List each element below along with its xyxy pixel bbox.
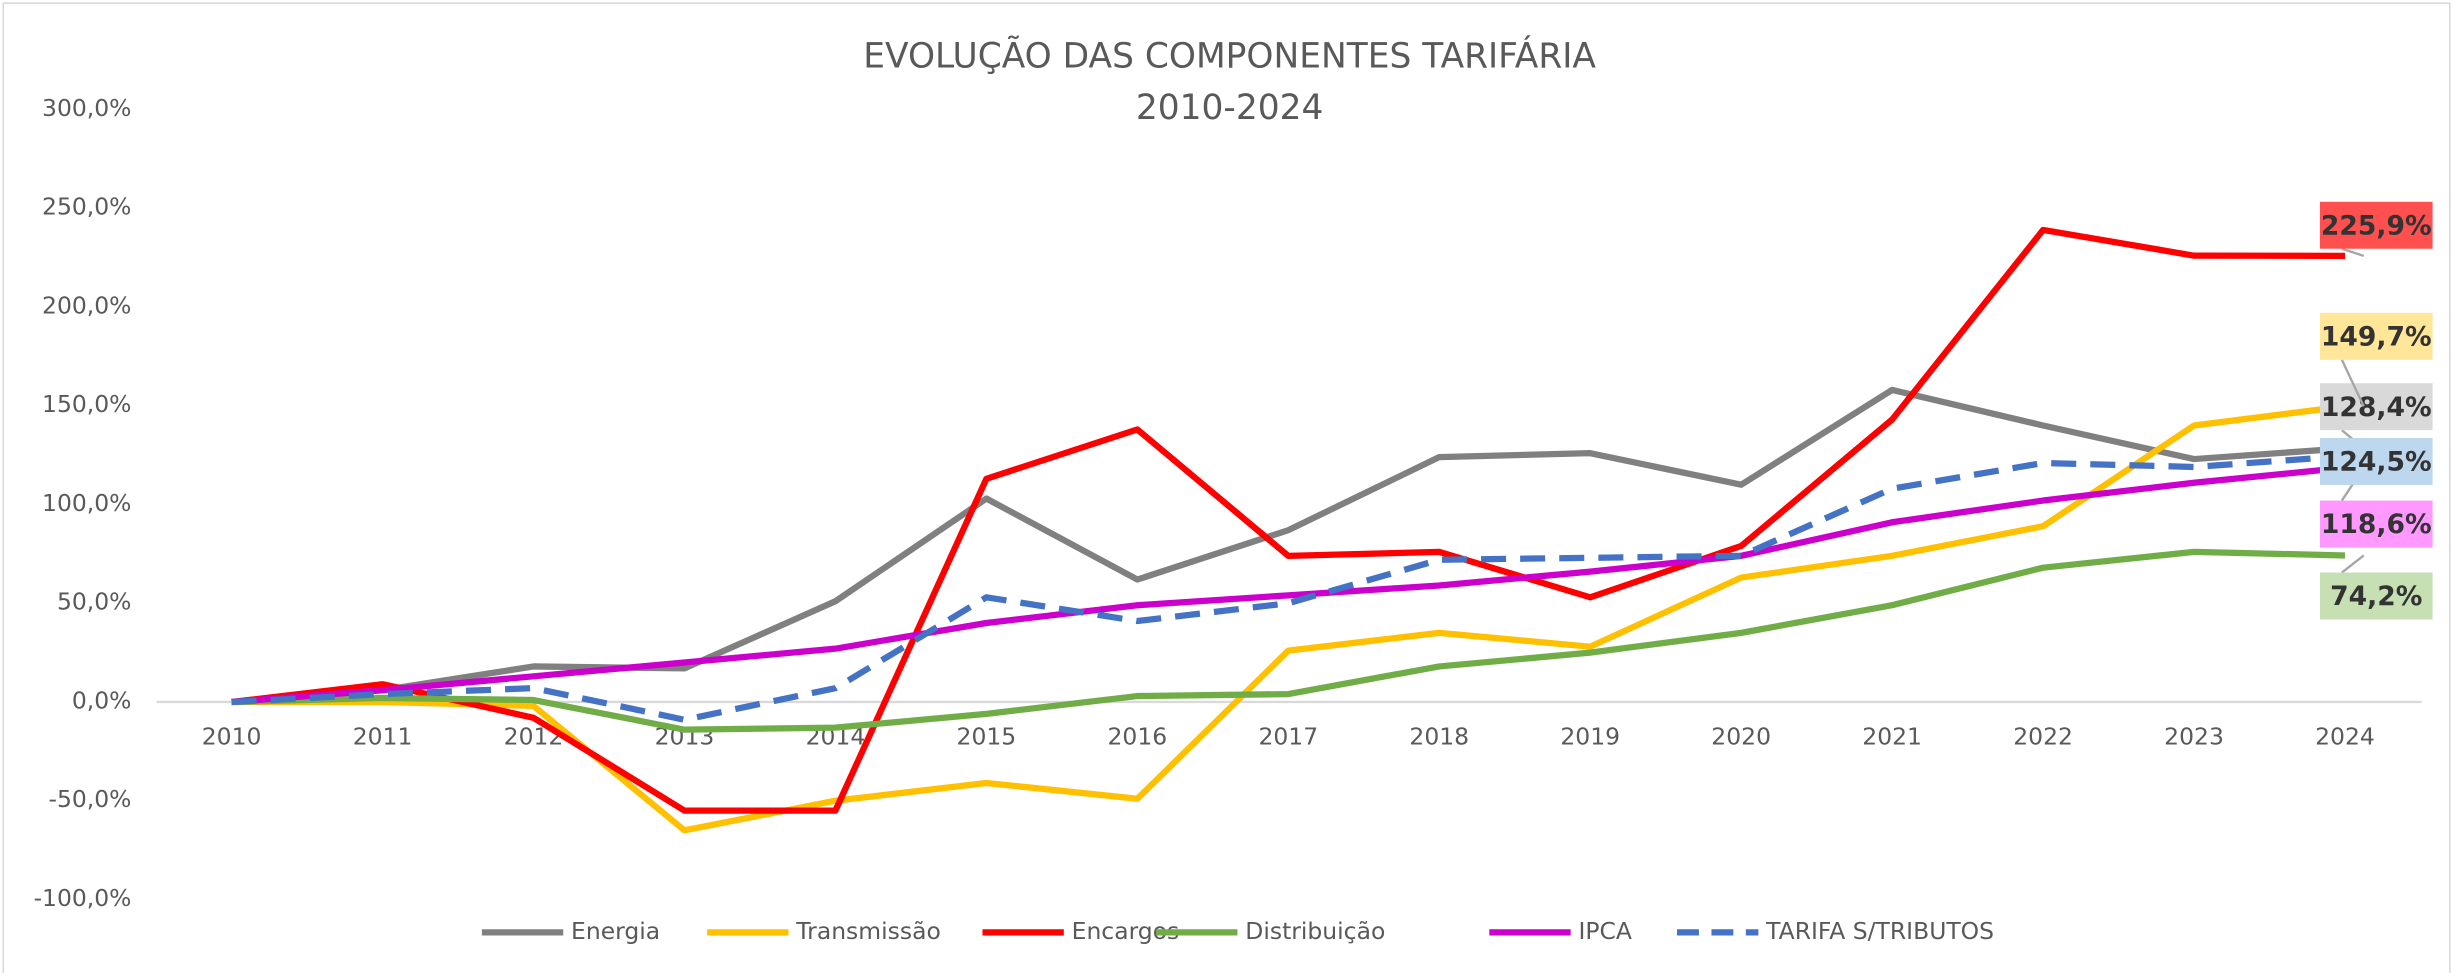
- y-tick-label: -50,0%: [49, 785, 132, 813]
- x-tick-label: 2023: [2164, 722, 2224, 750]
- legend-label: Distribuição: [1245, 917, 1385, 945]
- chart-subtitle: 2010-2024: [1136, 88, 1324, 128]
- value-label: 74,2%: [2330, 581, 2422, 612]
- x-tick-label: 2011: [353, 722, 413, 750]
- y-tick-label: 100,0%: [42, 489, 131, 517]
- y-tick-label: 50,0%: [57, 588, 132, 616]
- y-tick-label: 300,0%: [42, 94, 131, 122]
- x-tick-label: 2015: [957, 722, 1017, 750]
- legend-label: IPCA: [1578, 917, 1631, 945]
- legend-label: Energia: [571, 917, 660, 945]
- x-tick-label: 2017: [1258, 722, 1318, 750]
- series-line: [231, 452, 2346, 723]
- x-tick-label: 2016: [1107, 722, 1167, 750]
- y-tick-label: 250,0%: [42, 193, 131, 221]
- x-tick-label: 2024: [2315, 722, 2375, 750]
- value-label-box: [2319, 438, 2433, 485]
- x-tick-label: 2018: [1409, 722, 1469, 750]
- value-label: 128,4%: [2321, 392, 2432, 423]
- series-line: [231, 226, 2345, 814]
- legend-label: Transmissão: [795, 917, 941, 945]
- value-label-box: [2319, 201, 2433, 249]
- value-label: 149,7%: [2321, 321, 2432, 352]
- value-label-box: [2319, 572, 2433, 620]
- value-label-box: [2319, 500, 2433, 548]
- series-line: [231, 548, 2346, 733]
- legend-label: TARIFA S/TRIBUTOS: [1765, 917, 1994, 945]
- x-tick-label: 2010: [202, 722, 262, 750]
- series-line: [231, 464, 2346, 706]
- y-tick-label: 150,0%: [42, 390, 131, 418]
- leader-line: [2340, 359, 2365, 407]
- y-tick-label: -100,0%: [34, 884, 132, 912]
- y-tick-label: 200,0%: [42, 291, 131, 319]
- leader-line: [2341, 247, 2365, 257]
- value-label: 225,9%: [2321, 210, 2432, 241]
- value-label-box: [2319, 383, 2433, 431]
- x-tick-label: 2022: [2013, 722, 2073, 750]
- value-label: 124,5%: [2321, 447, 2432, 478]
- x-tick-label: 2021: [1862, 722, 1922, 750]
- y-tick-label: 0,0%: [72, 686, 132, 714]
- chart-title: EVOLUÇÃO DAS COMPONENTES TARIFÁRIA: [863, 35, 1596, 76]
- leader-line: [2341, 554, 2365, 574]
- x-tick-label: 2019: [1560, 722, 1620, 750]
- value-label-box: [2319, 312, 2433, 360]
- x-tick-label: 2020: [1711, 722, 1771, 750]
- series-line: [231, 386, 2346, 706]
- value-label: 118,6%: [2321, 509, 2432, 540]
